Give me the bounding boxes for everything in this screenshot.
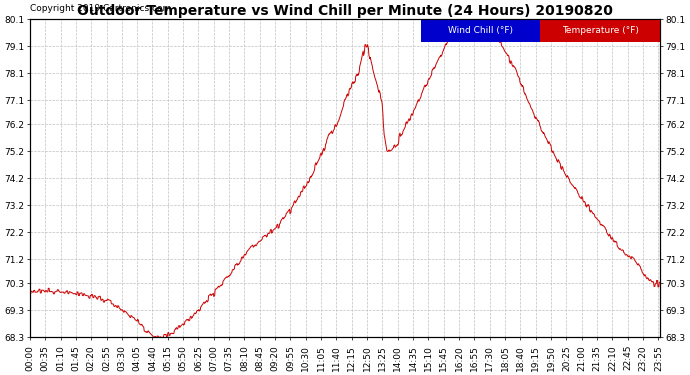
Title: Outdoor Temperature vs Wind Chill per Minute (24 Hours) 20190820: Outdoor Temperature vs Wind Chill per Mi… [77,4,613,18]
Text: Copyright 2019 Cartronics.com: Copyright 2019 Cartronics.com [30,4,171,13]
